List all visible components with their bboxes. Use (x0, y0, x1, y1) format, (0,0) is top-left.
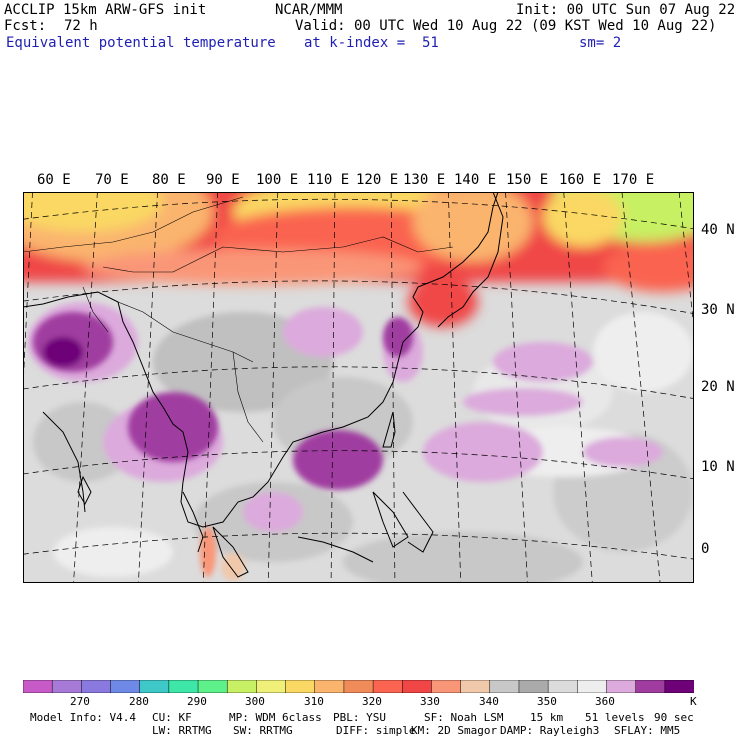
smoothing-info: sm= 2 (579, 35, 622, 51)
footer-item: Model Info: V4.4 (30, 711, 136, 724)
footer-item: 90 sec (654, 711, 694, 724)
lon-label: 90 E (206, 172, 240, 188)
colorbar-swatch (547, 680, 579, 693)
footer-item: SF: Noah LSM (424, 711, 504, 724)
lon-label: 150 E (506, 172, 549, 188)
footer-item: CU: KF (152, 711, 192, 724)
lat-label: 0 (701, 541, 710, 557)
lon-label: 80 E (152, 172, 186, 188)
colorbar-swatch (402, 680, 433, 693)
colorbar-swatch (343, 680, 374, 693)
map-frame (23, 192, 694, 583)
colorbar-swatch (285, 680, 316, 693)
lon-label: 70 E (95, 172, 129, 188)
colorbar-swatch (197, 680, 228, 693)
valid-time: Valid: 00 UTC Wed 10 Aug 22 (09 KST Wed … (295, 18, 717, 34)
theta-e-map (23, 192, 694, 583)
colorbar-swatch (460, 680, 491, 693)
colorbar-tick-label: 280 (129, 695, 149, 708)
colorbar-swatch (518, 680, 549, 693)
colorbar-swatch (372, 680, 404, 693)
footer-item: PBL: YSU (333, 711, 386, 724)
colorbar-swatch (256, 680, 287, 693)
colorbar-swatch (314, 680, 345, 693)
colorbar-tick-label: 350 (537, 695, 557, 708)
colorbar-tick-label: 360 (595, 695, 615, 708)
colorbar-tick-label: 270 (70, 695, 90, 708)
cool-cores (33, 312, 413, 581)
colorbar-swatch (81, 680, 112, 693)
model-title: ACCLIP 15km ARW-GFS init (4, 2, 207, 18)
colorbar-swatch (606, 680, 637, 693)
lon-label: 130 E (403, 172, 446, 188)
org-label: NCAR/MMM (275, 2, 343, 18)
colorbar-swatch (431, 680, 462, 693)
colorbar-tick-label: 340 (479, 695, 499, 708)
lat-label: 30 N (701, 302, 735, 318)
lon-label: 60 E (37, 172, 71, 188)
lon-label: 100 E (256, 172, 299, 188)
coastlines (23, 192, 504, 578)
footer-item: DAMP: Rayleigh3 (500, 724, 600, 737)
footer-item: LW: RRTMG (152, 724, 212, 737)
warm-band (23, 192, 694, 327)
colorbar-swatch (23, 680, 53, 693)
lon-label: 140 E (454, 172, 497, 188)
level-info: at k-index = 51 (304, 35, 439, 51)
lon-label: 120 E (356, 172, 399, 188)
footer-item: 51 levels (585, 711, 645, 724)
footer-item: 15 km (530, 711, 564, 724)
colorbar-tick-label: 290 (187, 695, 207, 708)
lat-label: 10 N (701, 459, 735, 475)
colorbar-tick-label: 330 (420, 695, 440, 708)
borders (23, 196, 454, 443)
colorbar-tick-label: 300 (245, 695, 265, 708)
footer-item: KM: 2D Smagor (411, 724, 498, 737)
colorbar-tick-label: 310 (304, 695, 324, 708)
lat-label: 40 N (701, 222, 735, 238)
colorbar-swatch (664, 680, 694, 693)
lon-label: 170 E (612, 172, 655, 188)
graticule (23, 192, 694, 583)
colorbar-swatch (51, 680, 83, 693)
colorbar-swatch (226, 680, 258, 693)
footer-item: MP: WDM 6class (229, 711, 322, 724)
colorbar-swatch (635, 680, 666, 693)
footer-item: DIFF: simple (336, 724, 416, 737)
colorbar-swatch (489, 680, 520, 693)
colorbar-tick-label: 320 (362, 695, 382, 708)
colorbar-swatch (168, 680, 199, 693)
colorbar-swatch (110, 680, 141, 693)
colorbar-swatch (139, 680, 170, 693)
fcst-label: Fcst: (4, 18, 47, 34)
colorbar (23, 680, 694, 693)
colorbar-swatch (577, 680, 608, 693)
colorbar-unit: K (690, 695, 697, 708)
fcst-value: 72 h (64, 18, 98, 34)
lon-label: 110 E (307, 172, 350, 188)
field-name: Equivalent potential temperature (6, 35, 276, 51)
footer-item: SW: RRTMG (233, 724, 293, 737)
lon-label: 160 E (559, 172, 602, 188)
init-time: Init: 00 UTC Sun 07 Aug 22 (516, 2, 736, 18)
footer-item: SFLAY: MM5 (614, 724, 681, 737)
lat-label: 20 N (701, 379, 735, 395)
